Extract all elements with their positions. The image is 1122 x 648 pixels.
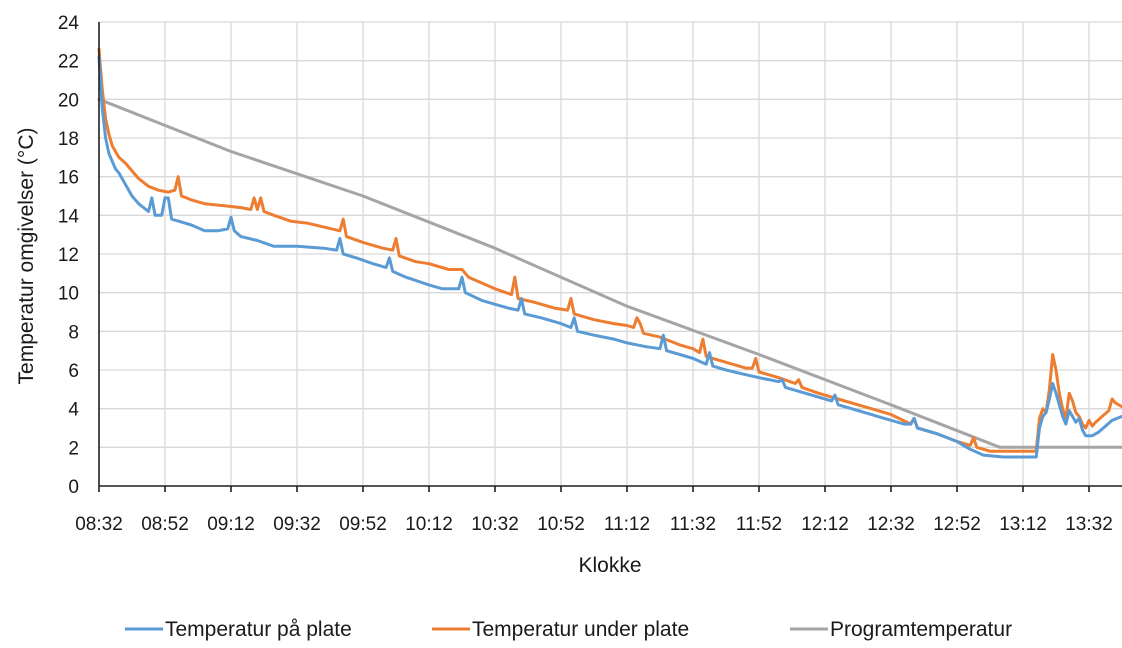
series-lines	[97, 47, 1122, 459]
x-tick-label: 12:32	[867, 514, 915, 535]
y-axis-title: Temperatur omgivelser (°C)	[15, 128, 38, 385]
series-line-temperatur-under-plate	[97, 47, 1122, 453]
legend: Temperatur på plate Temperatur under plat…	[125, 618, 1012, 641]
y-tick-label: 4	[68, 400, 79, 421]
legend-label: Temperatur under plate	[472, 618, 689, 641]
series-line-temperatur-pa-plate	[97, 55, 1122, 459]
x-tick-label: 10:32	[471, 514, 519, 535]
x-tick-label: 13:12	[999, 514, 1047, 535]
y-tick-label: 18	[58, 129, 79, 150]
x-tick-label: 11:52	[736, 514, 782, 535]
x-tick-label: 11:12	[604, 514, 650, 535]
y-tick-label: 24	[58, 13, 80, 34]
y-tick-label: 22	[58, 52, 79, 73]
legend-item: Temperatur på plate	[125, 618, 352, 641]
y-tick-label: 2	[68, 438, 79, 459]
x-tick-label: 09:52	[339, 514, 387, 535]
y-tick-label: 12	[58, 245, 79, 266]
x-tick-label: 13:32	[1065, 514, 1113, 535]
x-tick-label: 11:32	[670, 514, 716, 535]
y-tick-label: 14	[58, 206, 80, 227]
y-tick-label: 20	[58, 90, 79, 111]
y-tick-label: 16	[58, 168, 79, 189]
x-axis-title: Klokke	[578, 554, 641, 577]
legend-label: Temperatur på plate	[165, 618, 352, 641]
legend-item: Programtemperatur	[790, 618, 1012, 641]
x-tick-label: 09:12	[207, 514, 255, 535]
y-tick-label: 8	[68, 322, 79, 343]
x-tick-label: 12:12	[801, 514, 849, 535]
series-line-programtemperatur	[97, 97, 1122, 449]
y-tick-label: 0	[68, 477, 79, 498]
x-tick-label: 08:52	[141, 514, 189, 535]
x-tick-label: 08:32	[75, 514, 123, 535]
x-tick-label: 10:12	[405, 514, 453, 535]
y-tick-label: 6	[68, 361, 79, 382]
x-tick-label: 09:32	[273, 514, 321, 535]
x-tick-label: 10:52	[537, 514, 585, 535]
axes	[98, 22, 1122, 492]
legend-item: Temperatur under plate	[432, 618, 689, 641]
y-tick-label: 10	[58, 284, 79, 305]
legend-label: Programtemperatur	[830, 618, 1012, 641]
gridlines	[99, 21, 1122, 486]
x-tick-labels: 08:32 08:52 09:12 09:32 09:52 10:12 10:32 10:52…	[75, 514, 1113, 535]
x-tick-label: 12:52	[933, 514, 981, 535]
